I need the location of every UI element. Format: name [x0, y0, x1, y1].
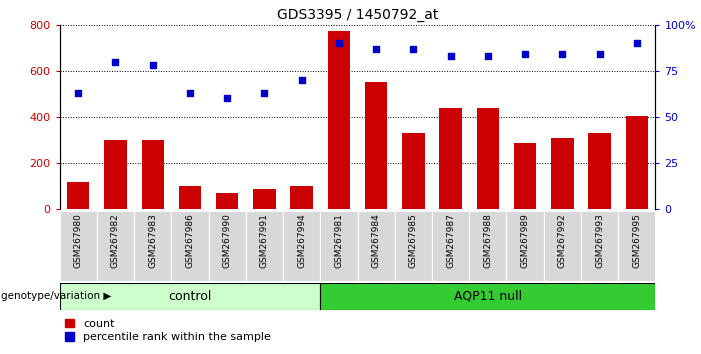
Bar — [551, 138, 573, 209]
Bar — [320, 283, 655, 310]
Text: GSM267987: GSM267987 — [446, 213, 455, 268]
Text: control: control — [168, 290, 212, 303]
Point — [371, 46, 382, 52]
Bar — [290, 186, 313, 209]
Bar — [469, 211, 506, 281]
Bar — [104, 140, 127, 209]
Bar — [283, 211, 320, 281]
Bar — [253, 189, 275, 209]
Point — [445, 53, 456, 59]
Title: GDS3395 / 1450792_at: GDS3395 / 1450792_at — [277, 8, 438, 22]
Bar — [581, 211, 618, 281]
Bar — [506, 211, 544, 281]
Text: GSM267985: GSM267985 — [409, 213, 418, 268]
Bar — [440, 108, 462, 209]
Bar — [171, 211, 209, 281]
Bar — [97, 211, 134, 281]
Point — [73, 90, 84, 96]
Bar — [358, 211, 395, 281]
Text: AQP11 null: AQP11 null — [454, 290, 522, 303]
Point — [296, 77, 307, 83]
Bar — [402, 133, 425, 209]
Bar — [134, 211, 171, 281]
Text: GSM267995: GSM267995 — [632, 213, 641, 268]
Bar — [142, 140, 164, 209]
Bar — [514, 143, 536, 209]
Bar — [67, 182, 90, 209]
Text: GSM267994: GSM267994 — [297, 213, 306, 268]
Bar — [588, 133, 611, 209]
Point — [594, 51, 605, 57]
Text: GSM267981: GSM267981 — [334, 213, 343, 268]
Bar — [477, 108, 499, 209]
Text: GSM267989: GSM267989 — [521, 213, 529, 268]
Bar — [179, 186, 201, 209]
Point — [110, 59, 121, 64]
Text: GSM267983: GSM267983 — [148, 213, 157, 268]
Bar — [60, 211, 97, 281]
Text: GSM267990: GSM267990 — [223, 213, 231, 268]
Text: GSM267988: GSM267988 — [484, 213, 492, 268]
Point — [482, 53, 494, 59]
Bar — [328, 30, 350, 209]
Point — [259, 90, 270, 96]
Text: GSM267986: GSM267986 — [186, 213, 194, 268]
Text: GSM267991: GSM267991 — [260, 213, 269, 268]
Text: GSM267982: GSM267982 — [111, 213, 120, 268]
Point — [631, 40, 642, 46]
Legend: count, percentile rank within the sample: count, percentile rank within the sample — [65, 319, 271, 342]
Point — [333, 40, 344, 46]
Point — [147, 62, 158, 68]
Bar — [432, 211, 469, 281]
Bar — [216, 193, 238, 209]
Text: GSM267980: GSM267980 — [74, 213, 83, 268]
Point — [222, 96, 233, 101]
Point — [184, 90, 196, 96]
Text: genotype/variation ▶: genotype/variation ▶ — [1, 291, 111, 302]
Point — [557, 51, 568, 57]
Bar — [365, 82, 387, 209]
Text: GSM267992: GSM267992 — [558, 213, 567, 268]
Point — [519, 51, 531, 57]
Point — [408, 46, 419, 52]
Bar — [395, 211, 432, 281]
Bar — [320, 211, 358, 281]
Text: GSM267993: GSM267993 — [595, 213, 604, 268]
Bar — [544, 211, 581, 281]
Bar — [626, 116, 648, 209]
Bar — [618, 211, 655, 281]
Bar — [209, 211, 246, 281]
Bar — [246, 211, 283, 281]
Text: GSM267984: GSM267984 — [372, 213, 381, 268]
Bar — [60, 283, 320, 310]
